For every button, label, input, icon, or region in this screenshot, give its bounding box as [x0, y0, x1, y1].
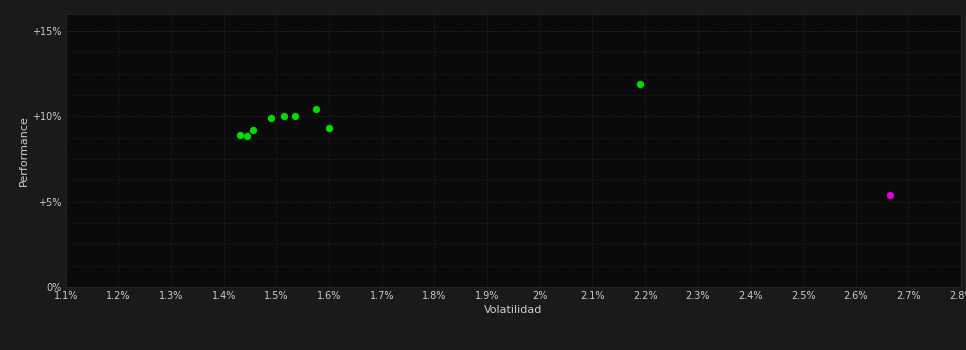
Point: [276, 114, 292, 119]
Point: [632, 81, 647, 87]
Y-axis label: Performance: Performance: [19, 115, 29, 186]
X-axis label: Volatilidad: Volatilidad: [484, 305, 543, 315]
Point: [308, 106, 324, 112]
Point: [882, 192, 897, 198]
Point: [240, 133, 255, 139]
Point: [287, 113, 302, 118]
Point: [264, 115, 279, 121]
Point: [232, 132, 247, 138]
Point: [322, 126, 337, 131]
Point: [245, 127, 261, 133]
